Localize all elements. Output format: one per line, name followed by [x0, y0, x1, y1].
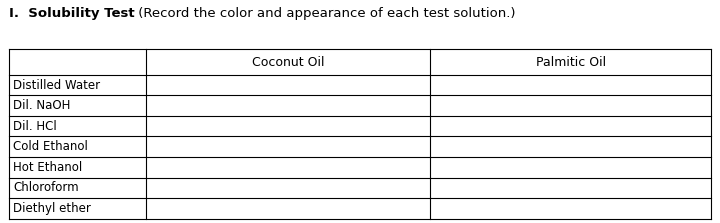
Text: Cold Ethanol: Cold Ethanol: [13, 140, 88, 153]
Text: Hot Ethanol: Hot Ethanol: [13, 161, 82, 174]
Text: (Record the color and appearance of each test solution.): (Record the color and appearance of each…: [134, 7, 516, 20]
Text: Chloroform: Chloroform: [13, 181, 78, 194]
Text: Palmitic Oil: Palmitic Oil: [536, 56, 606, 68]
Text: Diethyl ether: Diethyl ether: [13, 202, 91, 215]
Text: Coconut Oil: Coconut Oil: [252, 56, 324, 68]
Text: I.  Solubility Test: I. Solubility Test: [9, 7, 134, 20]
Text: Dil. NaOH: Dil. NaOH: [13, 99, 71, 112]
Text: Dil. HCl: Dil. HCl: [13, 120, 57, 133]
Text: Distilled Water: Distilled Water: [13, 79, 100, 92]
